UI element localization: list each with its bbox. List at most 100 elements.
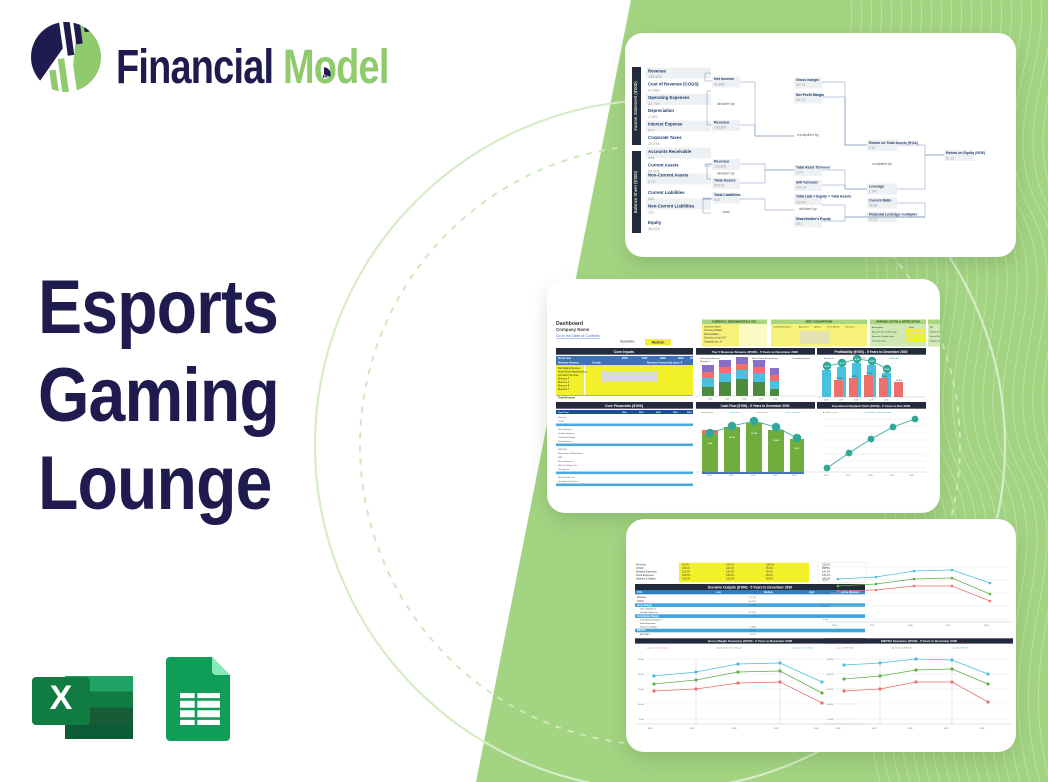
svg-text:■ Financing: ■ Financing — [757, 411, 769, 414]
svg-text:35.7%: 35.7% — [796, 98, 805, 102]
svg-text:Participating Services: Participating Services — [700, 357, 720, 360]
svg-text:Gross Margin: Gross Margin — [637, 605, 652, 607]
svg-text:Value: Value — [909, 327, 915, 329]
svg-text:55,709: 55,709 — [750, 630, 757, 632]
svg-text:KPI: KPI — [930, 327, 934, 329]
svg-text:50,006: 50,006 — [648, 170, 660, 174]
svg-text:— Cumulative Cash Generated: — Cumulative Cash Generated — [862, 411, 892, 414]
svg-text:Current Assets: Current Assets — [648, 163, 679, 168]
svg-text:15,886: 15,886 — [881, 376, 887, 378]
svg-text:- ◆- Medium Gross Margin: - ◆- Medium Gross Margin — [716, 647, 743, 650]
svg-text:46.2%: 46.2% — [824, 365, 829, 368]
svg-text:Cost of Revenue (COGS): Cost of Revenue (COGS) — [648, 82, 699, 87]
svg-text:2028: 2028 — [660, 357, 666, 360]
svg-text:Revenue 4: Revenue 4 — [700, 361, 711, 363]
svg-text:Corporate Taxes: Corporate Taxes — [648, 135, 682, 140]
svg-text:2027: 2027 — [729, 475, 734, 477]
svg-text:0.67: 0.67 — [869, 146, 876, 150]
svg-text:2029: 2029 — [869, 400, 874, 402]
svg-text:2029: 2029 — [946, 625, 951, 627]
svg-text:divided by: divided by — [799, 206, 818, 211]
svg-text:Go to the Table of Contents: Go to the Table of Contents — [556, 334, 600, 338]
svg-text:Currency Name: Currency Name — [704, 326, 721, 329]
svg-text:CURRENCY, DENOMINATION & TAX: CURRENCY, DENOMINATION & TAX — [712, 320, 757, 324]
svg-text:Cash Flow ($'000) - 5 Years to: Cash Flow ($'000) - 5 Years to December … — [721, 404, 790, 408]
svg-text:2030: 2030 — [773, 399, 778, 401]
svg-text:Interest Expense: Interest Expense — [648, 122, 683, 127]
svg-text:Tax Expense: Tax Expense — [558, 469, 570, 471]
svg-text:Revenue: Revenue — [648, 69, 667, 74]
svg-text:2028: 2028 — [868, 475, 873, 477]
svg-text:171,120: 171,120 — [748, 597, 756, 599]
svg-text:Internal Rate of Return (IRR),: Internal Rate of Return (IRR), % — [930, 335, 940, 338]
svg-text:1,000: 1,000 — [639, 719, 645, 721]
svg-text:45.1%: 45.1% — [839, 362, 844, 365]
svg-text:41.5%: 41.5% — [854, 358, 859, 361]
svg-text:Profitability ($'000) - 5 Year: Profitability ($'000) - 5 Years to Decem… — [835, 350, 908, 354]
svg-text:Fixed Expenses: Fixed Expenses — [640, 623, 656, 625]
svg-text:COGS: COGS — [558, 421, 565, 423]
svg-text:2028: 2028 — [908, 625, 913, 627]
svg-text:57,154: 57,154 — [750, 616, 757, 618]
svg-text:72,874: 72,874 — [750, 605, 757, 607]
svg-text:Return on Equity (ROE): Return on Equity (ROE) — [946, 151, 985, 155]
svg-text:Balance Sheet ($'000): Balance Sheet ($'000) — [633, 170, 638, 213]
svg-text:divided by: divided by — [717, 171, 736, 176]
svg-text:2028: 2028 — [854, 400, 859, 402]
svg-text:Net Profit after Tax: Net Profit after Tax — [558, 476, 575, 479]
svg-text:Active (Medium): Active (Medium) — [841, 591, 860, 594]
svg-text:136,800: 136,800 — [648, 75, 662, 79]
svg-text:Return on Total Assets (ROA): Return on Total Assets (ROA) — [869, 141, 918, 145]
svg-text:65.0%: 65.0% — [796, 83, 805, 87]
svg-text:Gross Margin %: Gross Margin % — [640, 608, 656, 611]
svg-text:■ Operating: ■ Operating — [702, 411, 714, 414]
svg-text:Variable Expenses: Variable Expenses — [640, 611, 659, 614]
svg-text:10,000: 10,000 — [822, 606, 829, 608]
svg-text:Total Liabilities: Total Liabilities — [714, 193, 741, 197]
svg-text:A/R Turnover: A/R Turnover — [796, 181, 819, 185]
svg-text:Interest,%: Interest,% — [845, 326, 855, 329]
svg-text:2029: 2029 — [773, 475, 778, 477]
svg-text:20,000: 20,000 — [827, 674, 834, 676]
svg-text:15,000: 15,000 — [638, 689, 645, 691]
svg-text:43.3%: 43.3% — [884, 368, 889, 371]
svg-text:2026: 2026 — [707, 475, 712, 477]
svg-text:Scenario:: Scenario: — [620, 340, 635, 344]
svg-text:2029: 2029 — [774, 728, 779, 730]
svg-text:■ Revenue: ■ Revenue — [824, 357, 835, 360]
svg-text:Consulting Services: Consulting Services — [558, 374, 579, 377]
svg-text:multiplied by: multiplied by — [797, 132, 820, 137]
svg-text:Core Financials ($'000): Core Financials ($'000) — [605, 404, 643, 408]
svg-text:Consulting Services: Consulting Services — [792, 357, 810, 360]
svg-text:Revenue 7: Revenue 7 — [558, 389, 570, 391]
svg-text:Term, Months: Term, Months — [827, 326, 840, 329]
svg-text:Revenue 5: Revenue 5 — [558, 382, 570, 384]
svg-text:Snack Room Manufacturing: Snack Room Manufacturing — [558, 371, 587, 374]
svg-text:1,000: 1,000 — [828, 719, 834, 721]
svg-text:Revenue: Revenue — [558, 417, 567, 419]
svg-text:- ◆- Low EBITDA: - ◆- Low EBITDA — [836, 647, 853, 650]
svg-text:2.70: 2.70 — [796, 171, 803, 175]
svg-text:Operating Expenses: Operating Expenses — [648, 95, 690, 100]
svg-text:Growth: Growth — [592, 362, 601, 365]
svg-text:2026: 2026 — [708, 399, 713, 401]
svg-text:2029: 2029 — [890, 475, 895, 477]
svg-text:Net Profit Margin: Net Profit Margin — [796, 93, 824, 97]
svg-text:100.0%: 100.0% — [726, 578, 735, 581]
svg-text:10,066: 10,066 — [773, 440, 779, 442]
svg-text:2030: 2030 — [984, 625, 989, 627]
svg-text:COGS: COGS — [637, 601, 644, 603]
svg-text:Investment Payback Chart ($'00: Investment Payback Chart ($'000) - 5 Yea… — [832, 404, 911, 408]
svg-text:(60,210): (60,210) — [748, 601, 756, 603]
svg-text:Shareholder's Equity: Shareholder's Equity — [796, 217, 831, 221]
svg-text:Payback Period, Years: Payback Period, Years — [930, 341, 940, 343]
svg-text:2028: 2028 — [751, 475, 756, 477]
svg-text:101: 101 — [648, 211, 654, 215]
svg-text:Gross margin: Gross margin — [796, 78, 819, 82]
svg-text:2027: 2027 — [690, 728, 695, 730]
svg-text:Net Profit Debt of Tax: Net Profit Debt of Tax — [558, 464, 577, 467]
svg-text:32.1%: 32.1% — [750, 634, 756, 636]
svg-text:Depreciation & Amortization: Depreciation & Amortization — [558, 452, 583, 455]
svg-text:2028: 2028 — [732, 728, 737, 730]
svg-text:44.5%: 44.5% — [869, 360, 874, 363]
